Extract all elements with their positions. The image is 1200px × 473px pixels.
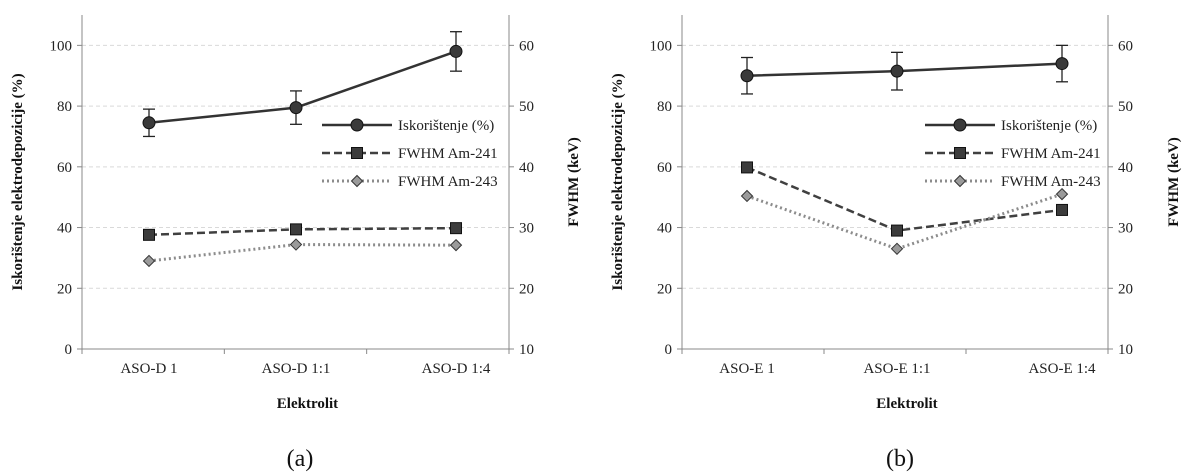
y-tick-label: 0 xyxy=(65,342,73,358)
y2-tick-label: 40 xyxy=(519,160,534,176)
legend-marker-diamond xyxy=(350,174,364,188)
legend: Iskorištenje (%) FWHM Am-241 FWHM Am-243 xyxy=(322,118,498,190)
series-line xyxy=(746,192,1063,251)
legend: Iskorištenje (%) FWHM Am-241 FWHM Am-243 xyxy=(925,118,1101,190)
y2-tick-label: 10 xyxy=(1118,342,1133,358)
y2-tick-label: 50 xyxy=(519,99,534,115)
y2-axis-title: FWHM (keV) xyxy=(1166,137,1182,227)
x-tick-label: ASO-D 1 xyxy=(120,361,177,377)
y-tick-label: 20 xyxy=(657,281,672,297)
x-tick-label: ASO-D 1:1 xyxy=(262,361,331,377)
y-axis-title: Iskorištenje elektrodepozicije (%) xyxy=(610,73,626,290)
data-point-square xyxy=(143,228,155,241)
legend-label: Iskorištenje (%) xyxy=(1001,118,1097,134)
data-point-circle xyxy=(142,116,156,130)
y-axis-title: Iskorištenje elektrodepozicije (%) xyxy=(10,73,26,290)
legend-label: Iskorištenje (%) xyxy=(398,118,494,134)
panel-label: (b) xyxy=(886,446,914,472)
x-axis-title: Elektrolit xyxy=(876,396,937,412)
chart-panel-b: 0 20 40 60 80 100 10 20 30 40 50 60 ASO-E 1 ASO-E 1:1… xyxy=(610,15,1182,472)
data-point-diamond xyxy=(1055,187,1069,201)
y2-tick-label: 20 xyxy=(1118,281,1133,297)
y2-tick-label: 60 xyxy=(519,38,534,54)
data-point-circle xyxy=(1055,57,1069,71)
y-tick-label: 20 xyxy=(57,281,72,297)
x-tick-label: ASO-E 1:1 xyxy=(863,361,930,377)
data-point-circle xyxy=(449,44,463,58)
y-tick-label: 60 xyxy=(57,160,72,176)
data-point-diamond xyxy=(289,238,303,251)
legend-marker-circle xyxy=(350,118,364,132)
y-tick-label: 60 xyxy=(657,160,672,176)
y2-axis-title: FWHM (keV) xyxy=(566,137,582,227)
chart-panel-a: 0 20 40 60 80 100 10 20 30 40 50 60 ASO-D 1 ASO-D 1:1… xyxy=(10,15,582,472)
legend-label: FWHM Am-243 xyxy=(1001,174,1101,190)
legend-label: FWHM Am-241 xyxy=(1001,146,1101,162)
y-tick-label: 0 xyxy=(665,342,673,358)
x-axis-title: Elektrolit xyxy=(277,396,338,412)
series-line xyxy=(148,226,457,237)
series-line xyxy=(746,62,1063,77)
series-iskori-tenje xyxy=(740,44,1069,95)
y-tick-label: 80 xyxy=(57,99,72,115)
x-tick-label: ASO-E 1:4 xyxy=(1028,361,1096,377)
legend-marker-diamond xyxy=(953,174,967,188)
series-fwhm-am-241 xyxy=(143,222,462,241)
y2-tick-label: 40 xyxy=(1118,160,1133,176)
y-tick-label: 40 xyxy=(57,221,72,237)
y2-tick-label: 30 xyxy=(519,221,534,237)
data-point-diamond xyxy=(449,238,463,252)
legend-label: FWHM Am-241 xyxy=(398,146,498,162)
y2-tick-label: 10 xyxy=(519,342,534,358)
legend-marker-square xyxy=(351,147,363,159)
data-point-circle xyxy=(740,69,754,83)
data-point-square xyxy=(741,161,753,174)
series-line xyxy=(148,243,457,263)
y-tick-label: 80 xyxy=(657,99,672,115)
data-point-diamond xyxy=(890,242,904,256)
x-tick-label: ASO-D 1:4 xyxy=(422,361,491,377)
y2-tick-label: 30 xyxy=(1118,221,1133,237)
data-point-diamond xyxy=(740,189,754,203)
data-point-diamond xyxy=(142,254,156,268)
data-point-square xyxy=(450,222,462,235)
data-point-circle xyxy=(890,64,904,78)
y2-tick-label: 20 xyxy=(519,281,534,297)
y2-tick-label: 60 xyxy=(1118,38,1133,54)
panel-label: (a) xyxy=(287,446,314,472)
series-fwhm-am-243 xyxy=(142,238,463,268)
data-point-square xyxy=(891,224,903,237)
x-tick-label: ASO-E 1 xyxy=(719,361,774,377)
legend-marker-circle xyxy=(953,118,967,132)
y-tick-label: 40 xyxy=(657,221,672,237)
series-fwhm-am-243 xyxy=(740,187,1069,256)
y-tick-label: 100 xyxy=(50,38,73,54)
series-iskori-tenje xyxy=(142,31,463,138)
y2-tick-label: 50 xyxy=(1118,99,1133,115)
legend-label: FWHM Am-243 xyxy=(398,174,498,190)
series-line xyxy=(148,50,457,125)
y-tick-label: 100 xyxy=(650,38,673,54)
data-point-circle xyxy=(289,101,303,115)
series-fwhm-am-241 xyxy=(741,161,1068,237)
data-point-square xyxy=(1056,203,1068,216)
legend-marker-square xyxy=(954,147,966,159)
data-point-square xyxy=(290,223,302,236)
